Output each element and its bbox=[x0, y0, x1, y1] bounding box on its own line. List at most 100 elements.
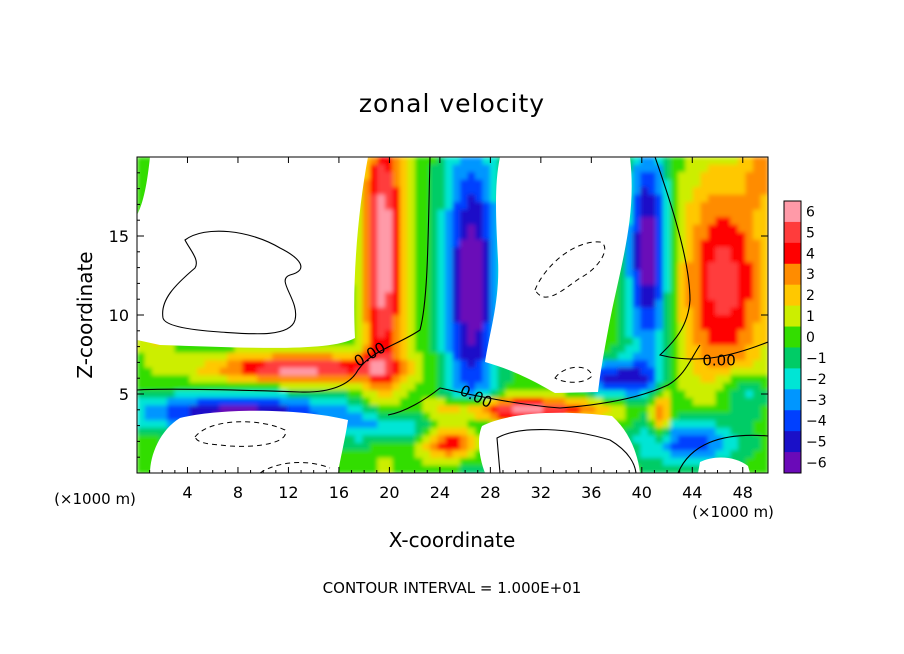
field-cell bbox=[354, 457, 363, 467]
field-cell bbox=[685, 367, 694, 376]
field-cell bbox=[332, 390, 341, 399]
field-cell bbox=[640, 269, 649, 278]
field-cell bbox=[204, 360, 213, 369]
field-cell bbox=[692, 457, 701, 467]
field-cell bbox=[444, 284, 454, 294]
field-cell bbox=[647, 194, 656, 203]
field-cell bbox=[692, 330, 701, 339]
field-cell bbox=[685, 239, 694, 248]
field-cell bbox=[392, 254, 401, 263]
field-cell bbox=[332, 352, 341, 361]
field-cell bbox=[700, 179, 709, 188]
field-cell bbox=[760, 345, 768, 354]
field-cell bbox=[377, 179, 386, 188]
field-cell bbox=[722, 269, 732, 278]
field-cell bbox=[437, 232, 446, 241]
field-cell bbox=[204, 397, 213, 406]
field-cell bbox=[640, 375, 649, 384]
field-cell bbox=[452, 307, 461, 316]
field-cell bbox=[362, 375, 371, 384]
field-cell bbox=[377, 202, 386, 211]
field-cell bbox=[444, 277, 454, 286]
field-cell bbox=[700, 420, 709, 429]
field-cell bbox=[505, 390, 514, 399]
field-cell bbox=[752, 337, 762, 346]
field-cell bbox=[407, 315, 416, 324]
field-cell bbox=[745, 337, 754, 346]
field-cell bbox=[617, 397, 626, 406]
field-cell bbox=[414, 187, 424, 196]
field-cell bbox=[362, 405, 371, 414]
field-cell bbox=[662, 390, 671, 399]
field-cell bbox=[189, 405, 198, 414]
field-cell bbox=[384, 375, 393, 384]
field-cell bbox=[707, 360, 717, 369]
field-cell bbox=[204, 390, 213, 399]
field-cell bbox=[384, 254, 393, 263]
field-cell bbox=[422, 262, 431, 271]
field-cell bbox=[730, 367, 739, 376]
field-cell bbox=[647, 292, 656, 301]
field-cell bbox=[670, 367, 679, 376]
field-cell bbox=[362, 360, 371, 369]
field-cell bbox=[707, 450, 717, 459]
field-cell bbox=[234, 352, 243, 361]
field-cell bbox=[347, 397, 356, 406]
field-cell bbox=[167, 367, 176, 376]
field-cell bbox=[722, 209, 732, 218]
field-cell bbox=[452, 172, 461, 181]
field-cell bbox=[384, 330, 393, 339]
field-cell bbox=[670, 375, 679, 384]
field-cell bbox=[730, 277, 739, 286]
field-cell bbox=[647, 352, 656, 361]
field-cell bbox=[399, 172, 409, 181]
field-cell bbox=[647, 330, 656, 339]
field-cell bbox=[745, 427, 754, 436]
field-cell bbox=[332, 345, 341, 354]
field-cell bbox=[264, 375, 273, 384]
field-cell bbox=[572, 405, 581, 414]
field-cell bbox=[272, 352, 281, 361]
field-cell bbox=[414, 172, 424, 181]
field-cell bbox=[452, 367, 461, 376]
field-cell bbox=[460, 164, 469, 173]
field-cell bbox=[444, 239, 454, 248]
field-cell bbox=[655, 277, 664, 286]
field-cell bbox=[429, 442, 439, 452]
field-cell bbox=[617, 315, 626, 324]
field-cell bbox=[452, 450, 461, 459]
field-cell bbox=[257, 405, 266, 414]
field-cell bbox=[362, 224, 371, 233]
field-cell bbox=[369, 202, 378, 211]
field-cell bbox=[212, 375, 221, 384]
field-cell bbox=[452, 164, 461, 173]
field-cell bbox=[399, 269, 409, 278]
field-cell bbox=[444, 330, 454, 339]
field-cell bbox=[437, 405, 446, 414]
field-cell bbox=[677, 224, 686, 233]
field-cell bbox=[752, 412, 762, 421]
field-cell bbox=[414, 217, 424, 226]
field-cell bbox=[399, 382, 409, 391]
field-cell bbox=[692, 239, 701, 248]
field-cell bbox=[715, 269, 724, 278]
field-cell bbox=[377, 157, 386, 166]
field-cell bbox=[362, 202, 371, 211]
field-cell bbox=[625, 262, 634, 271]
field-cell bbox=[482, 254, 491, 263]
field-cell bbox=[407, 179, 416, 188]
field-cell bbox=[745, 420, 754, 429]
field-cell bbox=[760, 360, 768, 369]
field-cell bbox=[347, 420, 356, 429]
field-cell bbox=[475, 224, 484, 233]
field-cell bbox=[429, 420, 439, 429]
field-cell bbox=[399, 345, 409, 354]
field-cell bbox=[730, 450, 739, 459]
field-cell bbox=[354, 254, 363, 263]
field-cell bbox=[692, 194, 701, 203]
field-cell bbox=[369, 405, 378, 414]
field-cell bbox=[700, 157, 709, 166]
field-cell bbox=[490, 292, 499, 301]
field-cell bbox=[542, 390, 551, 399]
field-cell bbox=[347, 435, 356, 444]
